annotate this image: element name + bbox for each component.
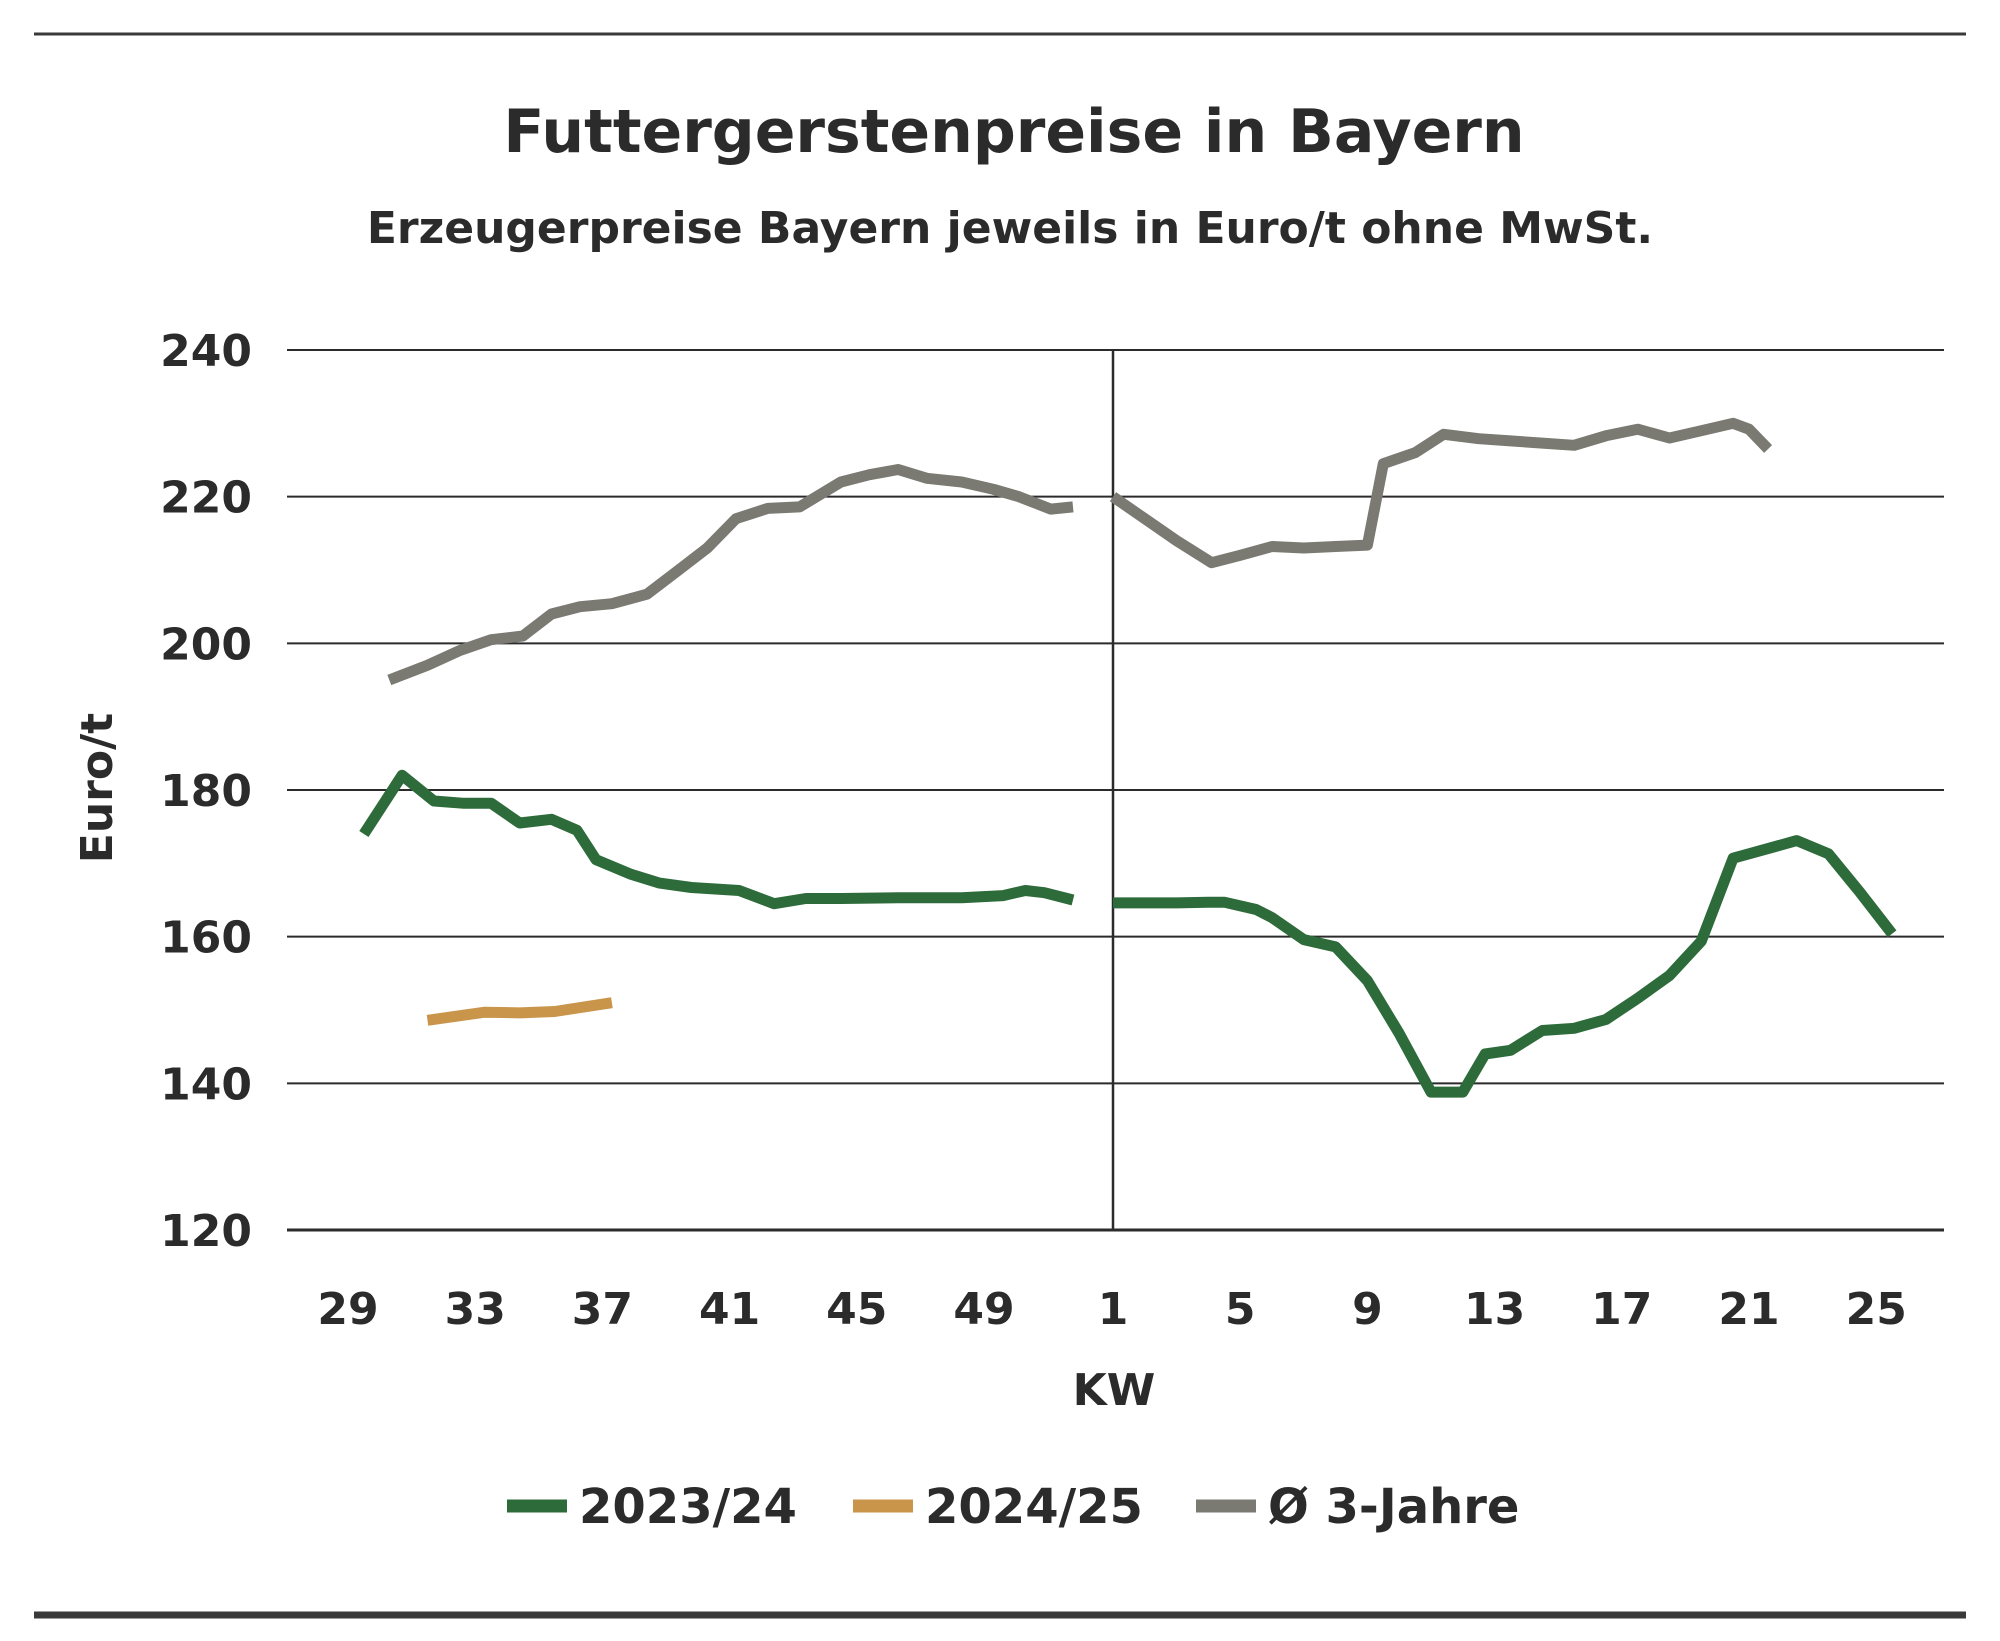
y-axis-label: Euro/t (72, 713, 123, 863)
series-line-1-segment-0 (426, 997, 613, 1026)
y-tick-labels: 120 140 160 180 200 220 240 (160, 326, 252, 1257)
y-tick-label: 200 (160, 619, 252, 670)
x-tick-label: 33 (445, 1284, 506, 1335)
legend-label: Ø 3-Jahre (1268, 1479, 1519, 1535)
legend-label: 2023/24 (579, 1479, 797, 1535)
y-tick-label: 120 (160, 1206, 252, 1257)
x-tick-label: 13 (1464, 1284, 1525, 1335)
series-line-0-segment-0 (359, 769, 1075, 910)
y-tick-label: 160 (160, 913, 252, 964)
x-tick-label: 1 (1098, 1284, 1129, 1335)
x-tick-label: 29 (317, 1284, 378, 1335)
x-tick-label: 17 (1591, 1284, 1652, 1335)
x-axis-label: KW (1073, 1365, 1156, 1416)
x-tick-label: 21 (1718, 1284, 1779, 1335)
chart-subtitle: Erzeugerpreise Bayern jeweils in Euro/t … (367, 203, 1653, 254)
series-line-2-segment-0 (387, 464, 1074, 686)
x-tick-label: 41 (699, 1284, 760, 1335)
x-tick-labels: 29 33 37 41 45 49 1 5 9 13 17 21 25 (317, 1284, 1906, 1335)
series-line-0-segment-1 (1113, 835, 1897, 1098)
gridlines (287, 349, 1944, 1085)
x-tick-label: 49 (953, 1284, 1014, 1335)
y-tick-label: 220 (160, 473, 252, 524)
legend-label: 2024/25 (925, 1479, 1143, 1535)
y-tick-label: 140 (160, 1059, 252, 1110)
x-tick-label: 5 (1225, 1284, 1256, 1335)
x-tick-label: 37 (572, 1284, 633, 1335)
legend: 2023/24 2024/25 Ø 3-Jahre (507, 1479, 1519, 1535)
chart-title: Futtergerstenpreise in Bayern (503, 97, 1524, 167)
y-tick-label: 240 (160, 326, 252, 377)
y-tick-label: 180 (160, 766, 252, 817)
x-tick-label: 25 (1846, 1284, 1907, 1335)
x-tick-label: 45 (826, 1284, 887, 1335)
data-series (359, 417, 1897, 1098)
x-tick-label: 9 (1352, 1284, 1383, 1335)
series-line-2-segment-1 (1109, 417, 1773, 569)
